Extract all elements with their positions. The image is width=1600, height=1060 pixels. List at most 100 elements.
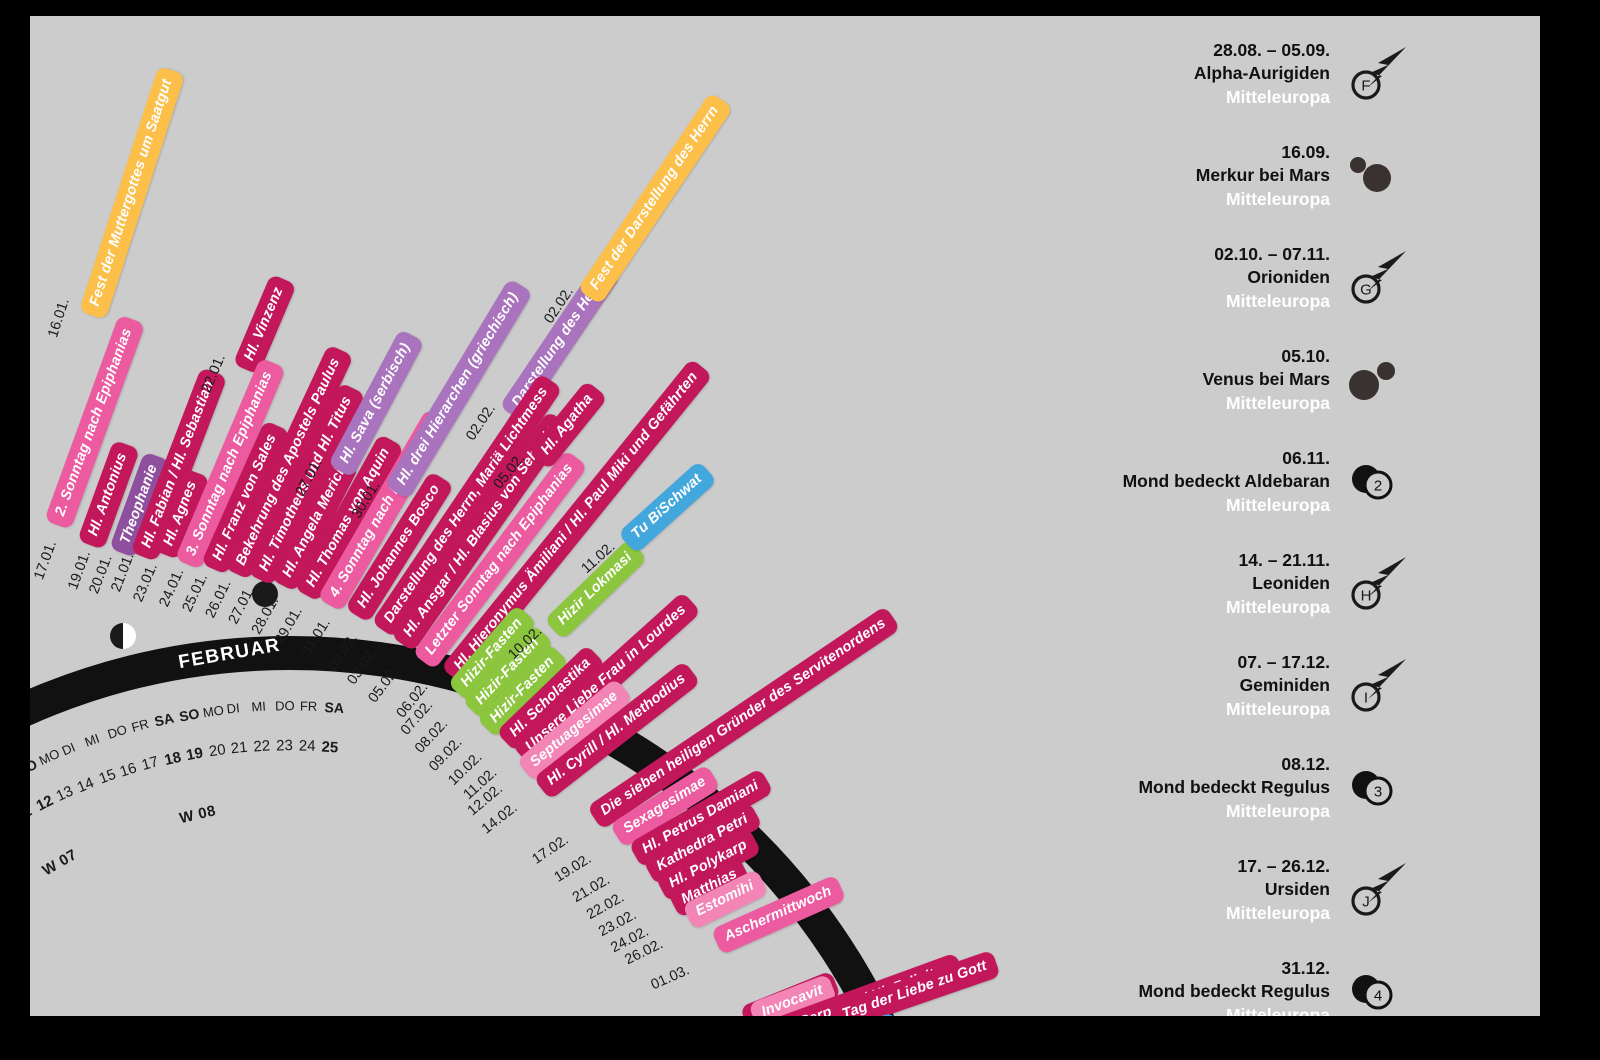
day-number: 11	[30, 802, 36, 826]
legend-text: 06.11. Mond bedeckt Aldebaran Mitteleuropa	[1123, 447, 1330, 516]
legend-region: Mitteleuropa	[1225, 902, 1330, 923]
event-date-label: 05.02.	[365, 664, 403, 706]
legend-event-name: Alpha-Aurigiden	[1193, 63, 1330, 84]
event-tag[interactable]: Tag der Liebe zu Gott	[829, 949, 1001, 1016]
legend-row[interactable]: 02.10. – 07.11. Orioniden Mitteleuropa G	[1060, 240, 1410, 316]
event-date-label: 17.01.	[31, 538, 61, 582]
legend-text: 31.12. Mond bedeckt Regulus Mitteleuropa	[1138, 957, 1330, 1016]
legend-event-name: Leoniden	[1252, 573, 1330, 594]
legend-text: 16.09. Merkur bei Mars Mitteleuropa	[1196, 141, 1330, 210]
event-date-label: 31.01.	[299, 615, 334, 659]
weekday-abbr: MO	[36, 745, 63, 768]
planet-conjunction-icon	[1344, 145, 1410, 207]
legend-region: Mitteleuropa	[1225, 596, 1330, 617]
day-number: 12	[33, 792, 56, 815]
day-number: 22	[253, 737, 272, 756]
meteor-shower-icon: I	[1344, 655, 1410, 717]
event-date-label: 29.01.	[271, 604, 306, 648]
planet-conjunction-icon	[1349, 362, 1395, 400]
meteor-shower-icon: G	[1344, 247, 1410, 309]
legend-text: 14. – 21.11. Leoniden Mitteleuropa	[1226, 549, 1330, 618]
legend-region: Mitteleuropa	[1225, 698, 1330, 719]
event-date-label: 16.01.	[45, 296, 73, 340]
weekday-abbr: FR	[299, 698, 318, 714]
legend-row[interactable]: 05.10. Venus bei Mars Mitteleuropa	[1060, 342, 1410, 418]
planet-conjunction-icon	[1350, 157, 1391, 192]
day-number: 25	[321, 738, 339, 757]
lunar-occultation-icon: 4	[1352, 975, 1393, 1010]
legend-row[interactable]: 28.08. – 05.09. Alpha-Aurigiden Mitteleuro…	[1060, 36, 1410, 112]
weekday-abbr: DI	[59, 739, 78, 759]
lunar-occultation-icon: 4	[1344, 961, 1410, 1016]
day-number: 18	[162, 748, 183, 769]
day-number: 17	[140, 753, 161, 775]
svg-text:H: H	[1361, 588, 1372, 605]
weekday-abbr: MI	[250, 698, 267, 715]
legend-text: 02.10. – 07.11. Orioniden Mitteleuropa	[1214, 243, 1330, 312]
weekday-abbr: SA	[323, 698, 345, 717]
legend-date: 17. – 26.12.	[1237, 856, 1330, 877]
legend-region: Mitteleuropa	[1225, 1004, 1330, 1016]
legend-event-name: Geminiden	[1239, 675, 1330, 696]
legend-row[interactable]: 14. – 21.11. Leoniden Mitteleuropa H	[1060, 546, 1410, 622]
legend-text: 07. – 17.12. Geminiden Mitteleuropa	[1226, 651, 1330, 720]
meteor-shower-icon: H	[1344, 553, 1410, 615]
legend-row[interactable]: 17. – 26.12. Ursiden Mitteleuropa J	[1060, 852, 1410, 928]
weekday-abbr: MI	[82, 730, 102, 750]
legend-row[interactable]: 08.12. Mond bedeckt Regulus Mitteleuropa 3	[1060, 750, 1410, 826]
event-tag[interactable]: Tu BiSchwat	[617, 460, 717, 554]
meteor-shower-icon: F	[1351, 47, 1406, 100]
weekday-abbr: DO	[105, 721, 129, 742]
day-number: 13	[53, 782, 77, 806]
day-number: 16	[118, 759, 140, 781]
svg-text:G: G	[1360, 282, 1372, 299]
week-number: W 07	[39, 846, 81, 880]
moon-phase-icon	[110, 623, 137, 650]
legend-row[interactable]: 06.11. Mond bedeckt Aldebaran Mitteleuropa…	[1060, 444, 1410, 520]
legend-date: 14. – 21.11.	[1238, 550, 1330, 571]
weekday-abbr: DI	[226, 700, 241, 717]
legend-date: 02.10. – 07.11.	[1214, 244, 1330, 265]
weekday-abbr: SO	[177, 704, 201, 725]
weekday-abbr: MO	[201, 701, 225, 720]
legend-text: 08.12. Mond bedeckt Regulus Mitteleuropa	[1138, 753, 1330, 822]
day-number: 23	[276, 737, 294, 755]
weekday-abbr: DO	[275, 698, 296, 714]
legend-date: 05.10.	[1281, 346, 1330, 367]
lunar-occultation-icon: 2	[1352, 465, 1393, 500]
legend-text: 17. – 26.12. Ursiden Mitteleuropa	[1226, 855, 1330, 924]
legend-date: 16.09.	[1281, 142, 1330, 163]
day-number: 14	[74, 773, 97, 797]
weekday-abbr: FR	[129, 715, 151, 735]
legend-region: Mitteleuropa	[1225, 290, 1330, 311]
legend-text: 05.10. Venus bei Mars Mitteleuropa	[1203, 345, 1330, 414]
legend-event-name: Mond bedeckt Aldebaran	[1122, 471, 1330, 492]
svg-text:3: 3	[1374, 784, 1382, 801]
svg-text:F: F	[1361, 78, 1370, 95]
meteor-shower-icon: J	[1344, 859, 1410, 921]
legend-region: Mitteleuropa	[1225, 494, 1330, 515]
legend-row[interactable]: 16.09. Merkur bei Mars Mitteleuropa	[1060, 138, 1410, 214]
event-tag[interactable]: Fest der Muttergottes um Saatgut	[78, 66, 185, 320]
legend-date: 08.12.	[1281, 754, 1330, 775]
legend-row[interactable]: 07. – 17.12. Geminiden Mitteleuropa I	[1060, 648, 1410, 724]
svg-text:J: J	[1362, 894, 1370, 911]
day-number: 21	[230, 738, 249, 758]
legend-event-name: Mond bedeckt Regulus	[1138, 981, 1330, 1002]
legend-region: Mitteleuropa	[1225, 188, 1330, 209]
month-label: FEBRUAR	[176, 634, 282, 674]
event-tag[interactable]: Fest der Darstellung des Herrn	[577, 92, 734, 305]
legend-region: Mitteleuropa	[1225, 86, 1330, 107]
legend-event-name: Mond bedeckt Regulus	[1138, 777, 1330, 798]
legend-date: 07. – 17.12.	[1237, 652, 1330, 673]
event-date-label: 02.02.	[463, 401, 499, 444]
legend-row[interactable]: 31.12. Mond bedeckt Regulus Mitteleuropa 4	[1060, 954, 1410, 1016]
meteor-shower-icon: I	[1351, 659, 1406, 712]
week-number: W 08	[177, 802, 218, 827]
day-number: 20	[207, 741, 227, 761]
day-number: 19	[184, 744, 205, 765]
legend-region: Mitteleuropa	[1225, 392, 1330, 413]
legend-date: 28.08. – 05.09.	[1213, 40, 1330, 61]
day-number: 24	[299, 737, 316, 755]
